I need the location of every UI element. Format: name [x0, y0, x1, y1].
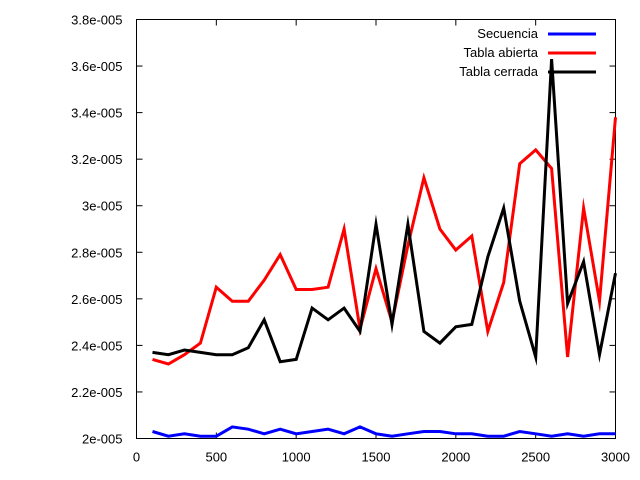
axis-tick-labels: 0 500 1000 1500 2000 2500 3000 2e-005 2.2e-005 2.…: [71, 13, 630, 465]
legend-label: Secuencia: [477, 26, 538, 41]
x-tick-label: 500: [205, 450, 227, 465]
series-line-tabla-abierta: [152, 117, 617, 366]
legend: Secuencia Tabla abierta Tabla cerrada: [459, 26, 596, 79]
y-tick-label: 3.4e-005: [71, 106, 122, 121]
x-tick-label: 2500: [521, 450, 550, 465]
x-tick-label: 0: [133, 450, 140, 465]
y-tick-label: 3e-005: [82, 199, 122, 214]
y-tick-label: 3.8e-005: [71, 13, 122, 28]
y-tick-label: 2.4e-005: [71, 338, 122, 353]
y-tick-label: 2.6e-005: [71, 292, 122, 307]
legend-label: Tabla cerrada: [459, 64, 539, 79]
y-tick-label: 3.2e-005: [71, 152, 122, 167]
y-tick-label: 3.6e-005: [71, 59, 122, 74]
y-tick-label: 2.2e-005: [71, 385, 122, 400]
series-line-secuencia: [152, 425, 616, 438]
x-tick-label: 2000: [441, 450, 470, 465]
series-lines: [152, 59, 617, 438]
x-tick-label: 1000: [282, 450, 311, 465]
x-tick-label: 3000: [601, 450, 630, 465]
series-line-tabla-cerrada: [152, 59, 617, 367]
y-tick-label: 2.8e-005: [71, 245, 122, 260]
y-tick-label: 2e-005: [82, 432, 122, 447]
legend-label: Tabla abierta: [464, 45, 539, 60]
x-tick-label: 1500: [362, 450, 391, 465]
